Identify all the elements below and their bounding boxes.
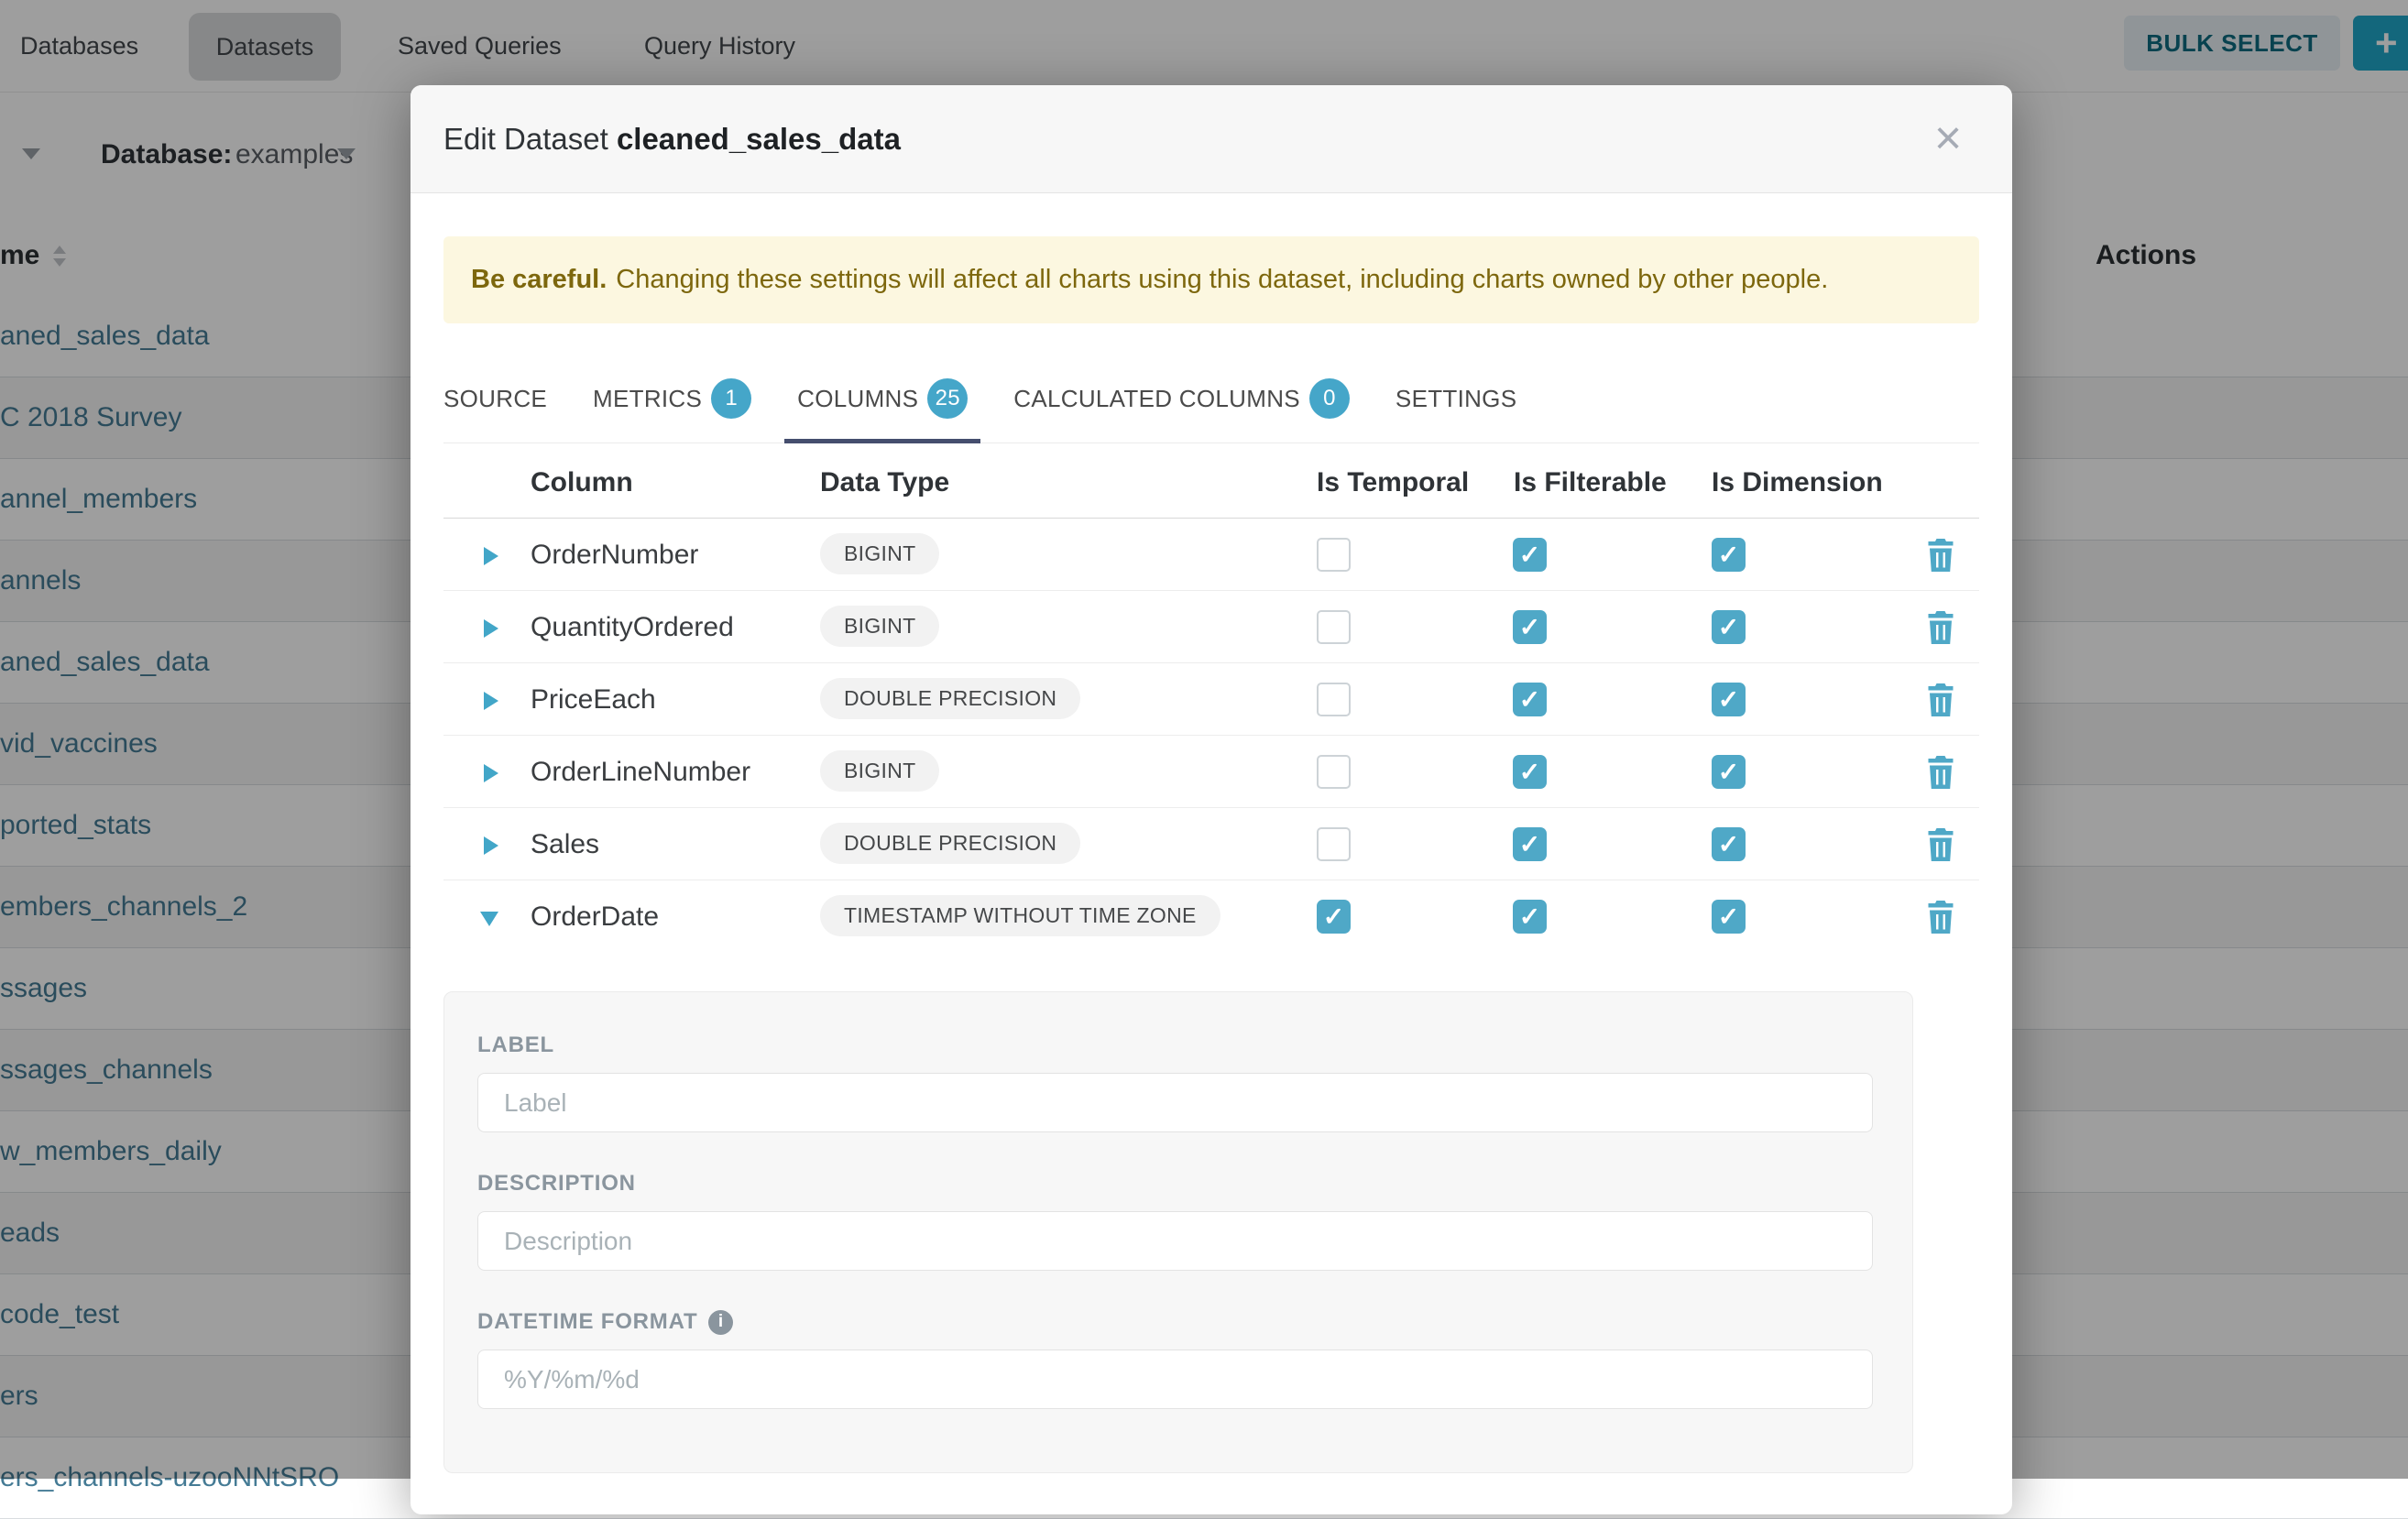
table-row: PriceEach DOUBLE PRECISION	[443, 663, 1979, 736]
label-input[interactable]	[477, 1073, 1873, 1132]
collapse-caret-icon[interactable]	[480, 912, 498, 926]
table-row: Sales DOUBLE PRECISION	[443, 808, 1979, 880]
tab-label: SOURCE	[443, 385, 547, 413]
tab-columns[interactable]: COLUMNS 25	[797, 358, 968, 443]
field-label-text: LABEL	[477, 1033, 554, 1058]
expand-caret-icon[interactable]	[484, 764, 498, 782]
modal-tabs: SOURCE METRICS 1 COLUMNS 25 CALCULATED C…	[443, 358, 1979, 443]
description-field-label: DESCRIPTION	[477, 1171, 1879, 1197]
delete-icon[interactable]	[1924, 682, 1957, 718]
delete-icon[interactable]	[1924, 609, 1957, 646]
columns-table: Column Data Type Is Temporal Is Filterab…	[443, 443, 1979, 953]
is-dimension-checkbox[interactable]	[1712, 610, 1746, 644]
warning-text: Changing these settings will affect all …	[616, 265, 1828, 295]
is-dimension-checkbox[interactable]	[1712, 755, 1746, 789]
tab-label: SETTINGS	[1396, 385, 1516, 413]
tab-calculated-columns[interactable]: CALCULATED COLUMNS 0	[1013, 358, 1350, 443]
delete-icon[interactable]	[1924, 754, 1957, 791]
is-filterable-checkbox[interactable]	[1513, 755, 1547, 789]
is-filterable-header: Is Filterable	[1514, 467, 1667, 498]
tab-label: COLUMNS	[797, 385, 918, 413]
warning-bold-text: Be careful.	[471, 265, 607, 295]
data-type-pill: DOUBLE PRECISION	[820, 823, 1080, 864]
is-filterable-checkbox[interactable]	[1513, 610, 1547, 644]
column-name: OrderNumber	[531, 540, 698, 571]
page-title: Edit Dataset cleaned_sales_data	[443, 122, 901, 157]
delete-icon[interactable]	[1924, 826, 1957, 863]
label-field-label: LABEL	[477, 1033, 1879, 1058]
modal-title-dataset-name: cleaned_sales_data	[617, 122, 901, 156]
data-type-pill: TIMESTAMP WITHOUT TIME ZONE	[820, 895, 1220, 936]
column-name: QuantityOrdered	[531, 612, 734, 643]
tab-settings[interactable]: SETTINGS	[1396, 365, 1516, 437]
close-icon[interactable]: ×	[1921, 111, 1976, 166]
description-field-group: DESCRIPTION	[477, 1171, 1879, 1271]
warning-banner: Be careful. Changing these settings will…	[443, 236, 1979, 323]
is-filterable-checkbox[interactable]	[1513, 538, 1547, 572]
datetime-format-input[interactable]	[477, 1350, 1873, 1409]
data-type-pill: BIGINT	[820, 533, 939, 574]
column-header: Column	[531, 467, 633, 498]
is-filterable-checkbox[interactable]	[1513, 683, 1547, 716]
datetime-format-field-label: DATETIME FORMAT i	[477, 1309, 1879, 1335]
is-temporal-checkbox[interactable]	[1317, 610, 1351, 644]
tab-label: CALCULATED COLUMNS	[1013, 385, 1300, 413]
info-icon[interactable]: i	[708, 1310, 733, 1335]
is-dimension-header: Is Dimension	[1712, 467, 1883, 498]
expand-caret-icon[interactable]	[484, 836, 498, 855]
data-type-pill: BIGINT	[820, 750, 939, 792]
is-temporal-checkbox[interactable]	[1317, 827, 1351, 861]
is-temporal-header: Is Temporal	[1317, 467, 1469, 498]
is-temporal-checkbox[interactable]	[1317, 683, 1351, 716]
is-dimension-checkbox[interactable]	[1712, 900, 1746, 934]
is-dimension-checkbox[interactable]	[1712, 827, 1746, 861]
is-dimension-checkbox[interactable]	[1712, 683, 1746, 716]
column-name: OrderDate	[531, 902, 659, 933]
tab-label: METRICS	[593, 385, 702, 413]
delete-icon[interactable]	[1924, 537, 1957, 574]
is-temporal-checkbox[interactable]	[1317, 755, 1351, 789]
is-temporal-checkbox[interactable]	[1317, 538, 1351, 572]
data-type-pill: BIGINT	[820, 606, 939, 647]
column-name: Sales	[531, 829, 599, 860]
tab-source[interactable]: SOURCE	[443, 365, 547, 437]
is-dimension-checkbox[interactable]	[1712, 538, 1746, 572]
is-filterable-checkbox[interactable]	[1513, 827, 1547, 861]
table-row-expanded: OrderDate TIMESTAMP WITHOUT TIME ZONE	[443, 880, 1979, 953]
field-label-text: DATETIME FORMAT	[477, 1309, 697, 1335]
modal-title-prefix: Edit Dataset	[443, 122, 608, 156]
data-type-pill: DOUBLE PRECISION	[820, 678, 1080, 719]
column-name: OrderLineNumber	[531, 757, 750, 788]
description-input[interactable]	[477, 1211, 1873, 1271]
modal-header: Edit Dataset cleaned_sales_data ×	[410, 85, 2012, 193]
edit-dataset-modal: Edit Dataset cleaned_sales_data × Be car…	[410, 85, 2012, 1514]
table-row: OrderLineNumber BIGINT	[443, 736, 1979, 808]
tab-metrics[interactable]: METRICS 1	[593, 358, 751, 443]
column-name: PriceEach	[531, 684, 656, 716]
delete-icon[interactable]	[1924, 899, 1957, 935]
expand-caret-icon[interactable]	[484, 619, 498, 638]
data-type-header: Data Type	[820, 467, 949, 498]
datetime-format-field-group: DATETIME FORMAT i	[477, 1309, 1879, 1409]
table-row: OrderNumber BIGINT	[443, 519, 1979, 591]
columns-count-badge: 25	[927, 378, 968, 419]
columns-table-header: Column Data Type Is Temporal Is Filterab…	[443, 443, 1979, 519]
field-label-text: DESCRIPTION	[477, 1171, 636, 1197]
is-temporal-checkbox[interactable]	[1317, 900, 1351, 934]
is-filterable-checkbox[interactable]	[1513, 900, 1547, 934]
calculated-columns-count-badge: 0	[1309, 378, 1350, 419]
table-row: QuantityOrdered BIGINT	[443, 591, 1979, 663]
metrics-count-badge: 1	[711, 378, 751, 419]
label-field-group: LABEL	[477, 1033, 1879, 1132]
expand-caret-icon[interactable]	[484, 692, 498, 710]
column-detail-panel: LABEL DESCRIPTION DATETIME FORMAT i	[443, 991, 1913, 1473]
expand-caret-icon[interactable]	[484, 547, 498, 565]
